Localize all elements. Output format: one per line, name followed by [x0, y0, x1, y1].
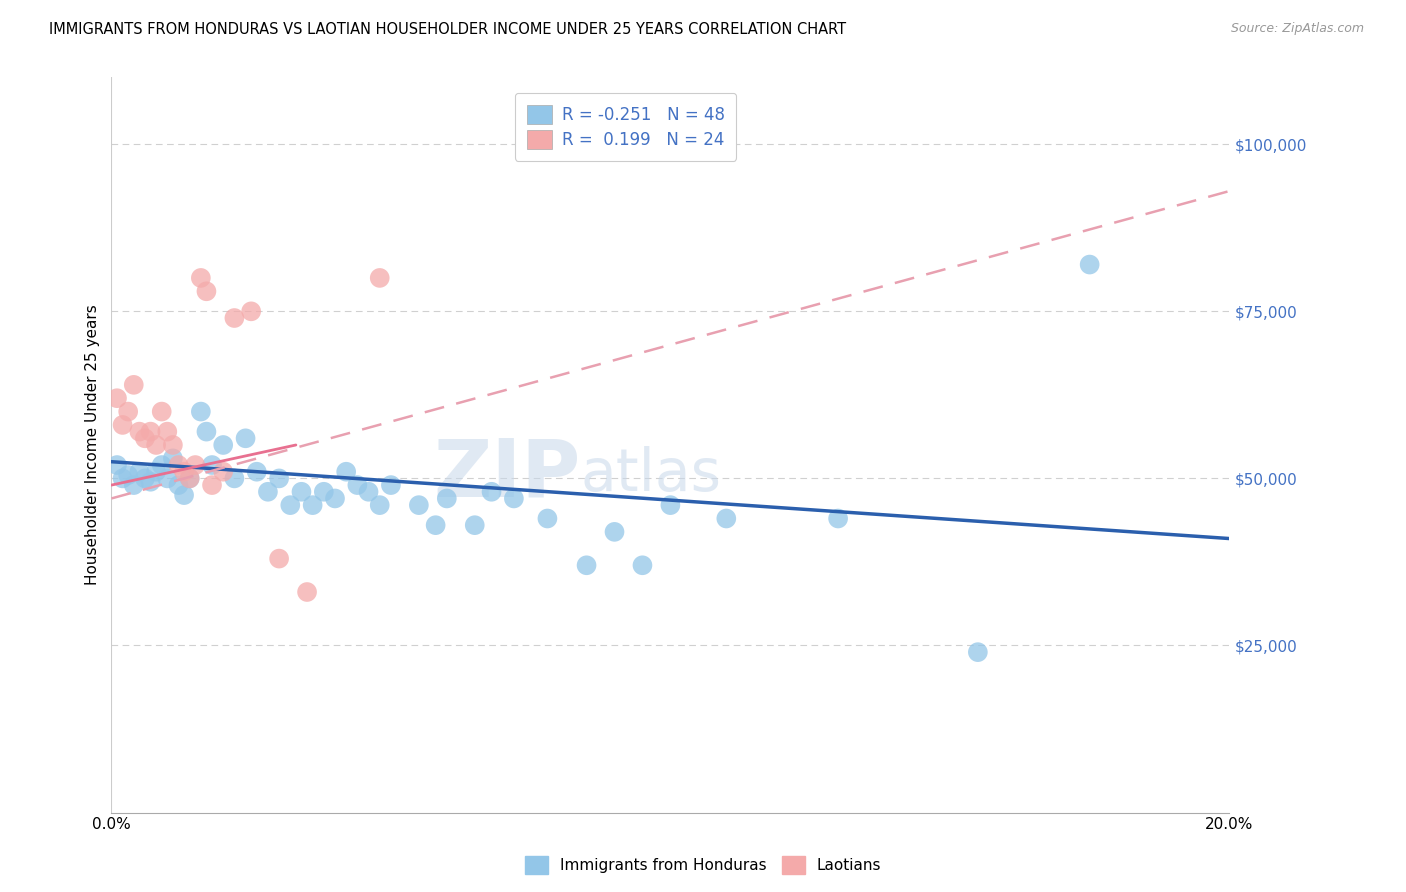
Point — [173, 488, 195, 502]
Legend: Immigrants from Honduras, Laotians: Immigrants from Honduras, Laotians — [519, 850, 887, 880]
Point — [212, 465, 235, 479]
Point — [162, 451, 184, 466]
Point — [122, 478, 145, 492]
Point — [156, 471, 179, 485]
Point — [966, 645, 988, 659]
Point — [536, 511, 558, 525]
Point — [201, 478, 224, 492]
Point — [575, 558, 598, 573]
Point — [117, 404, 139, 418]
Point — [162, 438, 184, 452]
Text: Source: ZipAtlas.com: Source: ZipAtlas.com — [1230, 22, 1364, 36]
Text: IMMIGRANTS FROM HONDURAS VS LAOTIAN HOUSEHOLDER INCOME UNDER 25 YEARS CORRELATIO: IMMIGRANTS FROM HONDURAS VS LAOTIAN HOUS… — [49, 22, 846, 37]
Point — [195, 425, 218, 439]
Point — [139, 425, 162, 439]
Point — [290, 484, 312, 499]
Point — [240, 304, 263, 318]
Point — [502, 491, 524, 506]
Point — [659, 498, 682, 512]
Point — [224, 471, 246, 485]
Point — [122, 377, 145, 392]
Point — [278, 498, 301, 512]
Point — [156, 425, 179, 439]
Point — [179, 471, 201, 485]
Point — [464, 518, 486, 533]
Point — [436, 491, 458, 506]
Point — [257, 484, 280, 499]
Point — [117, 468, 139, 483]
Point — [716, 511, 738, 525]
Point — [201, 458, 224, 472]
Point — [173, 465, 195, 479]
Point — [150, 404, 173, 418]
Point — [1078, 258, 1101, 272]
Point — [139, 475, 162, 489]
Point — [408, 498, 430, 512]
Point — [312, 484, 335, 499]
Point — [167, 478, 190, 492]
Point — [179, 471, 201, 485]
Point — [269, 551, 291, 566]
Point — [190, 404, 212, 418]
Point — [184, 458, 207, 472]
Point — [190, 271, 212, 285]
Point — [323, 491, 346, 506]
Point — [827, 511, 849, 525]
Point — [246, 465, 269, 479]
Point — [105, 391, 128, 405]
Point — [301, 498, 323, 512]
Point — [212, 438, 235, 452]
Point — [631, 558, 654, 573]
Point — [128, 465, 150, 479]
Y-axis label: Householder Income Under 25 years: Householder Income Under 25 years — [86, 304, 100, 585]
Point — [111, 471, 134, 485]
Point — [269, 471, 291, 485]
Legend: R = -0.251   N = 48, R =  0.199   N = 24: R = -0.251 N = 48, R = 0.199 N = 24 — [515, 93, 737, 161]
Point — [380, 478, 402, 492]
Point — [145, 438, 167, 452]
Point — [603, 524, 626, 539]
Point — [145, 465, 167, 479]
Point — [105, 458, 128, 472]
Point — [195, 285, 218, 299]
Point — [167, 458, 190, 472]
Point — [111, 417, 134, 432]
Point — [235, 431, 257, 445]
Point — [224, 311, 246, 326]
Point — [346, 478, 368, 492]
Point — [357, 484, 380, 499]
Point — [425, 518, 447, 533]
Point — [295, 585, 318, 599]
Point — [134, 471, 156, 485]
Point — [134, 431, 156, 445]
Point — [150, 458, 173, 472]
Point — [368, 498, 391, 512]
Point — [481, 484, 503, 499]
Text: atlas: atlas — [581, 446, 721, 503]
Point — [128, 425, 150, 439]
Point — [335, 465, 357, 479]
Point — [368, 271, 391, 285]
Text: ZIP: ZIP — [433, 435, 581, 514]
